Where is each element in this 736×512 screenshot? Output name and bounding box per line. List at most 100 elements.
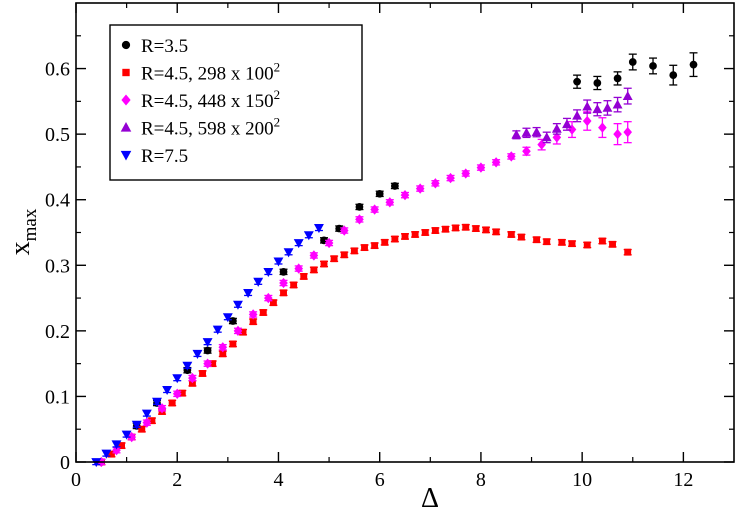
data-marks [91, 52, 698, 468]
series-2 [97, 111, 633, 468]
data-point [178, 389, 186, 397]
data-point [401, 232, 409, 240]
data-point [320, 260, 328, 268]
data-point [609, 240, 616, 248]
legend-label-main: R=4.5, 298 x 100 [141, 64, 274, 85]
data-point [138, 425, 146, 433]
data-point [492, 228, 500, 236]
data-point [229, 340, 237, 348]
data-point [472, 225, 480, 233]
data-point [172, 388, 182, 399]
data-point [400, 189, 410, 201]
data-point [157, 403, 167, 414]
data-point [192, 349, 203, 359]
data-point [623, 127, 633, 138]
data-point [431, 178, 440, 189]
data-point [462, 223, 470, 231]
data-point [249, 318, 257, 326]
legend-label-main: R=4.5, 448 x 150 [141, 91, 274, 112]
data-point [582, 101, 593, 111]
data-point [551, 123, 562, 133]
series-1 [97, 223, 632, 466]
data-point [264, 292, 273, 304]
data-point [541, 132, 552, 142]
data-point [612, 99, 623, 109]
data-point [188, 379, 196, 387]
y-axis-label: xmax [5, 208, 41, 255]
data-point [294, 263, 304, 274]
x-axis-label: Δ [421, 483, 439, 512]
y-tick-label: 0.3 [45, 255, 70, 277]
data-point [355, 214, 364, 225]
data-point [293, 239, 304, 249]
legend-label-main: R=4.5, 598 x 200 [141, 119, 274, 140]
data-point [385, 197, 395, 208]
legend-label-main: R=7.5 [141, 146, 188, 167]
data-point [391, 235, 399, 243]
data-point [324, 237, 334, 249]
data-point [152, 397, 162, 407]
data-point [533, 236, 541, 244]
data-point [506, 151, 516, 162]
legend-box [109, 24, 363, 181]
data-point [127, 431, 136, 443]
data-point [511, 129, 522, 139]
data-point [442, 225, 449, 233]
x-tick-label: 8 [476, 469, 486, 491]
x-tick-label: 10 [572, 469, 592, 491]
data-point [107, 450, 115, 458]
data-point [340, 251, 348, 259]
data-point [131, 420, 142, 430]
data-point [507, 231, 515, 238]
data-point [303, 231, 314, 241]
y-tick-label: 0.6 [45, 59, 70, 81]
data-point [182, 361, 193, 371]
data-point [517, 233, 525, 241]
y-tick-label: 0.5 [45, 124, 70, 146]
data-point [269, 299, 277, 307]
data-point [431, 227, 439, 234]
legend-label-superscript: 2 [274, 60, 281, 75]
data-point [339, 225, 349, 236]
data-point [567, 124, 577, 135]
data-point [381, 238, 389, 246]
data-point [273, 257, 284, 267]
legend-label: R=4.5, 448 x 1502 [141, 87, 280, 112]
data-point [491, 157, 501, 168]
data-point [391, 182, 399, 190]
data-point [202, 338, 213, 348]
data-point [111, 440, 122, 450]
data-point [283, 248, 294, 258]
data-point [239, 328, 247, 336]
data-point [209, 360, 217, 368]
data-point [199, 370, 206, 377]
data-point [310, 266, 318, 274]
data-point [203, 346, 212, 355]
series-4 [91, 224, 324, 468]
data-point [290, 281, 298, 289]
data-point [121, 430, 132, 440]
data-point [218, 342, 228, 353]
legend-marker [122, 68, 130, 77]
x-tick-label: 12 [673, 469, 693, 491]
axis-ticks: 0 2 4 6 8 10 12 0 0.1 0.2 0.3 0.4 0.5 0.6 [45, 3, 734, 491]
data-point [582, 115, 592, 127]
data-point [279, 277, 288, 289]
data-point [558, 238, 566, 246]
data-point [330, 255, 338, 263]
data-point [461, 168, 471, 179]
data-point [112, 445, 121, 456]
data-point [669, 71, 678, 79]
legend-label-superscript: 2 [274, 115, 281, 130]
data-point [259, 309, 267, 316]
data-point [300, 272, 308, 280]
data-point [649, 62, 657, 70]
data-point [371, 242, 379, 250]
data-point [279, 267, 288, 276]
y-axis-label-sub: max [20, 208, 41, 241]
data-point [411, 231, 419, 238]
legend-label: R=7.5 [141, 146, 188, 167]
data-point [452, 224, 460, 232]
